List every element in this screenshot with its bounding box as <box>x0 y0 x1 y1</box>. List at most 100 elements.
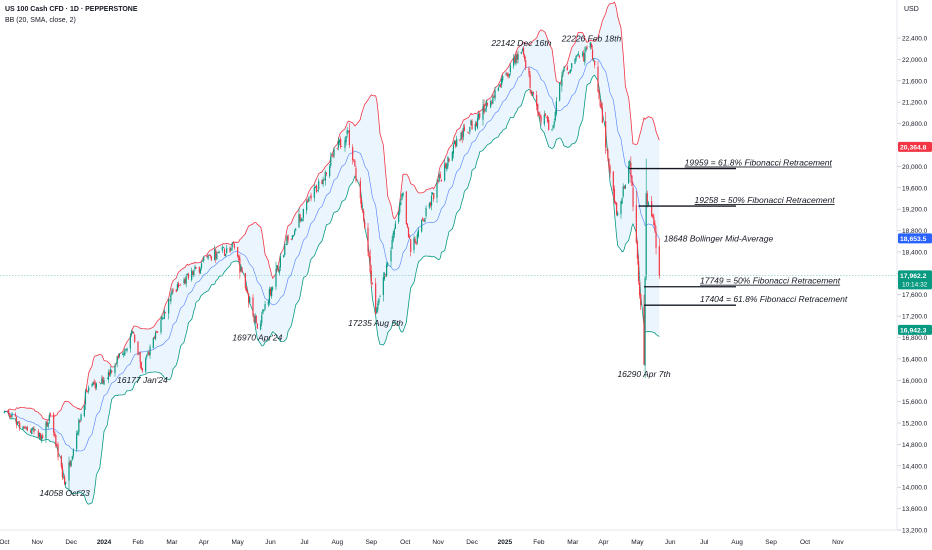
fib-level-label: 17404 = 61.8% Fibonacci Retracement <box>700 294 848 304</box>
y-tick-label: 20,400.0 <box>902 142 928 149</box>
candle-body <box>651 201 653 216</box>
candle-body <box>371 282 373 285</box>
candle-body <box>553 121 555 126</box>
candle-body <box>468 132 470 134</box>
candle-body <box>551 128 553 130</box>
candle-body <box>583 53 585 62</box>
candle-body <box>192 271 194 276</box>
candle-body <box>486 102 488 106</box>
candle-body <box>307 199 309 202</box>
candle-body <box>214 248 216 261</box>
candle-body <box>47 422 49 427</box>
candle-body <box>444 164 446 181</box>
candle-body <box>409 236 411 238</box>
candle-body <box>392 233 394 241</box>
candle-body <box>263 309 265 311</box>
candle-body <box>446 164 448 170</box>
candle-body <box>269 288 272 295</box>
candle-body <box>631 175 633 186</box>
candle-body <box>72 449 74 456</box>
candle-body <box>600 104 602 108</box>
lower-band-price-text: 16,942.3 <box>900 327 927 334</box>
candle-body <box>84 391 87 405</box>
candle-body <box>491 101 493 103</box>
candle-body <box>183 279 185 284</box>
candle-body <box>176 284 179 291</box>
candle-body <box>187 273 189 279</box>
candle-body <box>407 227 410 238</box>
candle-body <box>405 191 407 225</box>
candle-body <box>513 57 515 66</box>
candle-body <box>478 114 480 119</box>
band-fill <box>4 2 660 505</box>
candle-body <box>635 205 637 243</box>
candle-body <box>346 130 348 135</box>
candle-body <box>195 266 197 269</box>
candle-body <box>433 193 435 200</box>
candle-body <box>254 315 256 324</box>
candle-body <box>520 51 522 54</box>
candle-body <box>314 186 317 188</box>
candle-body <box>394 223 396 229</box>
currency-label[interactable]: USD <box>904 6 919 13</box>
candle-body <box>95 383 97 388</box>
candle-body <box>393 229 395 235</box>
candle-body <box>260 323 262 330</box>
candle-body <box>402 193 404 196</box>
candle-body <box>291 235 294 239</box>
candle-body <box>332 154 334 158</box>
candle-body <box>475 122 478 126</box>
candle-body <box>386 264 388 276</box>
candle-body <box>425 207 427 217</box>
candle-body <box>640 293 642 306</box>
candle-body <box>340 138 342 148</box>
candle-body <box>609 166 611 174</box>
candle-body <box>608 159 610 167</box>
candle-body <box>590 44 593 48</box>
candle-body <box>306 201 308 211</box>
candle-body <box>531 92 533 96</box>
candle-body <box>370 270 372 283</box>
candle-body <box>193 270 195 276</box>
candle-body <box>415 241 417 244</box>
candle-body <box>300 219 302 222</box>
candle-body <box>7 411 9 412</box>
candle-body <box>578 55 580 58</box>
candle-body <box>302 208 304 218</box>
candle-body <box>34 429 36 431</box>
x-tick-label: Dec <box>65 539 77 546</box>
price-annotation: 16290 Apr 7th <box>617 369 670 379</box>
candle-body <box>146 355 148 358</box>
candle-body <box>524 55 526 59</box>
y-tick-label: 17,600.0 <box>902 292 928 299</box>
candle-body <box>470 120 472 125</box>
candle-body <box>252 297 254 316</box>
candle-body <box>137 341 139 356</box>
y-tick-label: 22,400.0 <box>902 36 928 43</box>
candle-body <box>129 335 131 349</box>
candle-body <box>125 349 127 351</box>
candle-body <box>452 144 455 154</box>
candle-body <box>292 234 295 236</box>
y-tick-label: 20,800.0 <box>902 121 928 128</box>
candle-body <box>606 149 608 151</box>
candle-body <box>10 415 12 418</box>
candle-body <box>46 421 48 426</box>
candle-body <box>498 85 501 86</box>
candle-body <box>416 234 418 243</box>
candle-body <box>37 430 39 438</box>
upper-band-line <box>4 1 660 421</box>
candle-body <box>131 331 134 333</box>
price-annotation: 22226 Feb 18th <box>561 33 622 43</box>
candle-body <box>379 296 381 297</box>
upper-band-price-tag <box>898 141 932 152</box>
candle-body <box>400 201 402 205</box>
candle-body <box>275 269 277 287</box>
candle-body <box>65 481 67 484</box>
candle-body <box>623 186 625 189</box>
candle-body <box>514 58 516 63</box>
candle-body <box>298 214 300 228</box>
candle-body <box>246 290 249 293</box>
candle-body <box>378 298 380 303</box>
